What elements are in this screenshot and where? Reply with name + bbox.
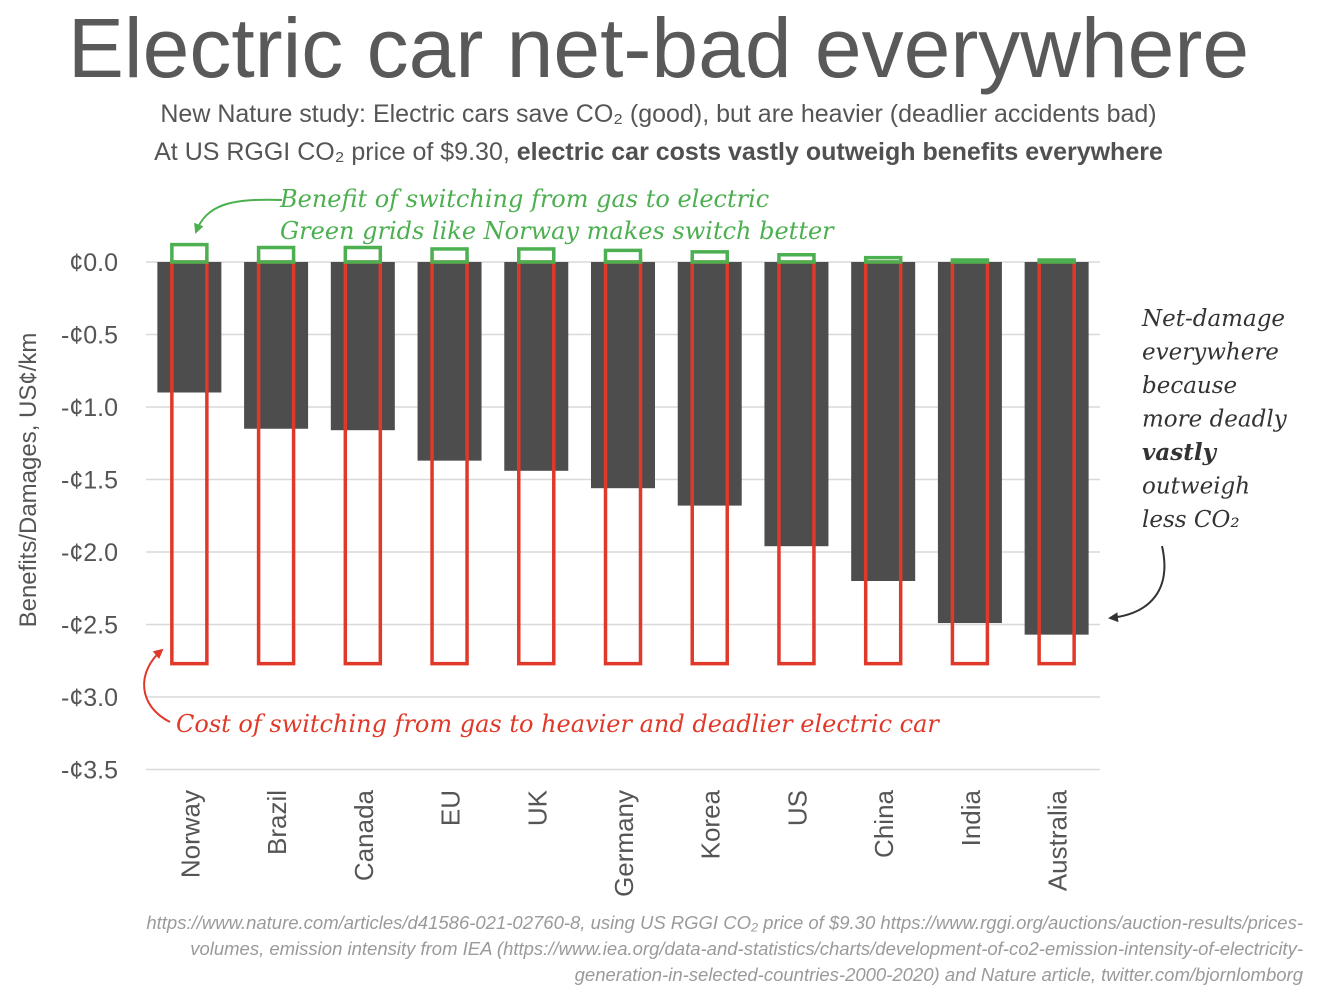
subtitle-emphasis: electric car costs vastly outweigh benef… (516, 138, 1163, 166)
y-tick-label: ¢0.0 (69, 249, 118, 277)
benefit-arrow (194, 198, 283, 234)
x-tick-label: China (869, 789, 899, 857)
benefit-annotation: Benefit of switching from gas to electri… (194, 185, 835, 245)
x-tick-label: Brazil (262, 790, 292, 855)
cost-annotation-text: Cost of switching from gas to heavier an… (176, 710, 940, 738)
net-bar (937, 262, 1002, 624)
benefit-bar (517, 247, 556, 264)
net-damage-annotation-line: Net-damage (1141, 306, 1285, 332)
x-tick-label: Korea (696, 789, 726, 859)
net-bar (417, 262, 482, 461)
benefit-bar (863, 255, 903, 264)
benefit-bar (950, 258, 990, 264)
net-bar (591, 262, 655, 489)
y-tick-label: -¢1.5 (61, 467, 118, 495)
net-bar (764, 262, 829, 547)
benefit-bar (777, 253, 816, 264)
y-tick-label: -¢2.0 (61, 539, 118, 567)
benefit-annotation-line-2: Green grids like Norway makes switch bet… (280, 217, 835, 245)
y-tick-label: -¢2.5 (61, 612, 118, 640)
net-damage-annotation: Net-damage everywhere because more deadly va… (1108, 306, 1288, 623)
net-bar (677, 262, 742, 506)
x-tick-label: Germany (609, 790, 639, 897)
net-damage-annotation-line: more deadly (1142, 407, 1288, 433)
benefit-bar (690, 250, 729, 264)
x-tick-label: Norway (175, 790, 205, 878)
benefit-bar (343, 245, 383, 264)
page-title: Electric car net-bad everywhere (67, 1, 1250, 95)
net-damage-annotation-line: vastly (1142, 439, 1218, 466)
cost-arrow (143, 648, 171, 723)
subtitle-prefix: At US RGGI CO₂ price of $9.30, (154, 138, 517, 166)
cost-annotation: Cost of switching from gas to heavier an… (143, 648, 940, 738)
net-damage-annotation-line: because (1142, 373, 1237, 399)
x-tick-label: Canada (349, 789, 379, 881)
net-damage-annotation-line: outweigh (1142, 474, 1250, 500)
x-tick-label: US (782, 790, 812, 826)
benefit-bar (430, 247, 469, 264)
bars (157, 242, 1089, 666)
x-axis-categories: Norway Brazil Canada EU UK Germany Korea US Chin… (175, 789, 1072, 897)
x-tick-label: UK (522, 789, 552, 826)
x-tick-label: EU (436, 790, 466, 826)
x-tick-label: Australia (1043, 789, 1073, 891)
net-bar (157, 262, 222, 393)
net-damage-annotation-line: less CO₂ (1142, 507, 1240, 533)
y-tick-label: -¢0.5 (61, 322, 118, 350)
y-axis-ticks: ¢0.0 -¢0.5 -¢1.0 -¢1.5 -¢2.0 -¢2.5 -¢3.0 -¢3.5 (61, 249, 118, 785)
subtitle-line-2: At US RGGI CO₂ price of $9.30, electric … (0, 136, 1317, 168)
net-damage-annotation-line: everywhere (1142, 340, 1279, 366)
y-tick-label: -¢3.5 (61, 757, 118, 785)
y-tick-label: -¢3.0 (61, 684, 118, 712)
net-bar (244, 262, 309, 429)
benefit-bar (1037, 258, 1076, 264)
benefit-bar (256, 245, 296, 264)
x-tick-label: India (956, 789, 986, 846)
source-citation: https://www.nature.com/articles/d41586-0… (146, 912, 1303, 985)
subtitle-line-1: New Nature study: Electric cars save CO₂… (160, 100, 1157, 128)
net-bar (1024, 262, 1089, 635)
net-bar (504, 262, 569, 471)
net-bar (330, 262, 395, 431)
benefit-bar (603, 248, 643, 264)
y-axis-label: Benefits/Damages, US¢/km (15, 333, 42, 628)
benefit-bar (170, 242, 209, 264)
net-damage-arrow (1108, 545, 1166, 623)
y-tick-label: -¢1.0 (61, 394, 118, 422)
benefit-annotation-line-1: Benefit of switching from gas to electri… (279, 185, 769, 213)
net-bar (851, 262, 916, 581)
